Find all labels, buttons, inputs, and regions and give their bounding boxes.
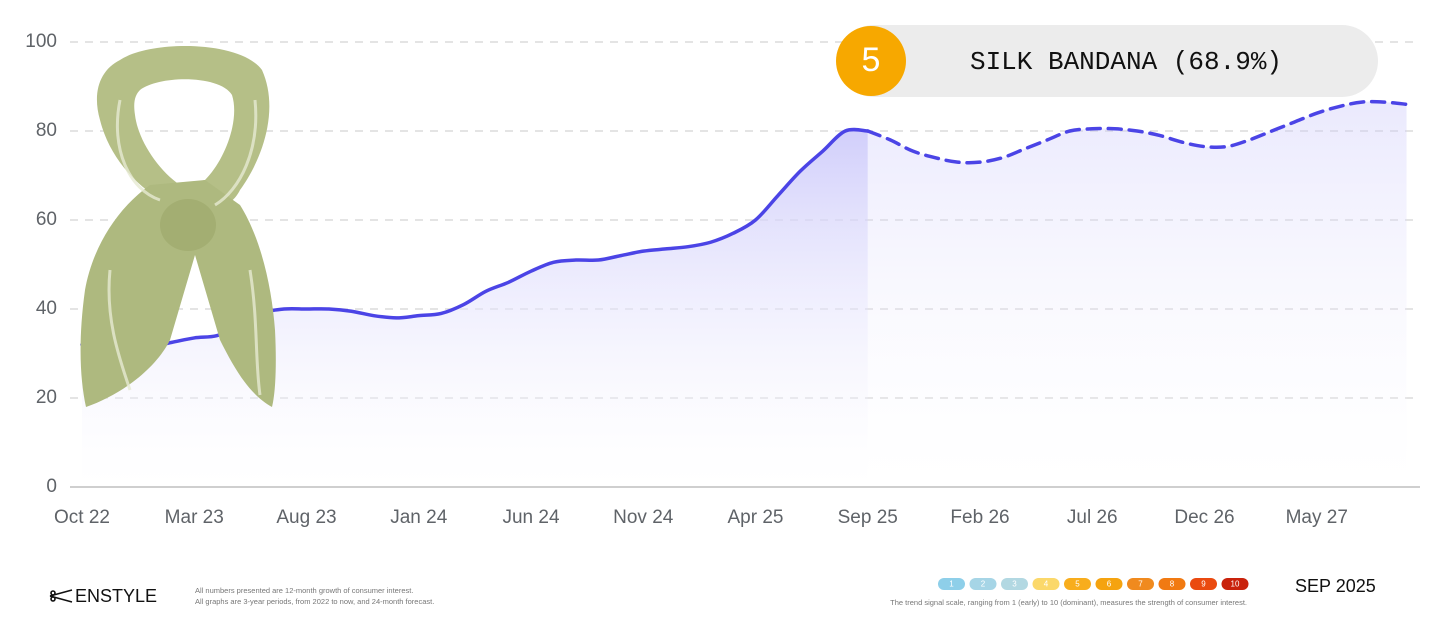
area xyxy=(82,129,868,487)
y-tick-label: 40 xyxy=(36,298,57,319)
scale-chip-label: 7 xyxy=(1138,580,1143,589)
scale-chip xyxy=(1158,578,1186,590)
rank: 5 xyxy=(862,41,881,79)
x-tick-label: Mar 23 xyxy=(165,507,224,528)
note: All graphs are 3-year periods, from 2022… xyxy=(195,597,434,606)
y-tick-label: 80 xyxy=(36,120,57,141)
x-tick-label: Dec 26 xyxy=(1174,507,1234,528)
y-tick-label: 20 xyxy=(36,387,57,408)
scale-chip xyxy=(1190,578,1217,590)
badge xyxy=(838,25,1378,97)
x-tick-label: Feb 26 xyxy=(950,507,1009,528)
x-tick-label: Aug 23 xyxy=(276,507,336,528)
x-tick-label: Jan 24 xyxy=(390,507,447,528)
x-tick-label: Apr 25 xyxy=(728,507,784,528)
x-tick-label: Jul 26 xyxy=(1067,507,1118,528)
area xyxy=(867,101,1407,488)
y-tick-label: 0 xyxy=(46,476,57,497)
rank-circle xyxy=(836,26,906,96)
x-tick-label: May 27 xyxy=(1286,507,1348,528)
badge-label: SILK BANDANA (68.9%) xyxy=(970,47,1282,77)
note: All numbers presented are 12-month growt… xyxy=(195,586,413,595)
scale-chip xyxy=(1032,578,1060,590)
scale-chip xyxy=(969,578,997,590)
scale-chip xyxy=(1221,578,1249,590)
scale-chip-label: 1 xyxy=(949,580,954,589)
scale-chip-label: 9 xyxy=(1201,580,1206,589)
scale-chip xyxy=(1001,578,1028,590)
x-tick-label: Sep 25 xyxy=(838,507,898,528)
scale-chip-label: 4 xyxy=(1044,580,1049,589)
y-tick-label: 60 xyxy=(36,209,57,230)
scale-chip-label: 3 xyxy=(1012,580,1017,589)
x-tick-label: Oct 22 xyxy=(54,507,110,528)
scale-chip-label: 5 xyxy=(1075,580,1080,589)
brand: ENSTYLE xyxy=(75,586,157,606)
y-tick-label: 100 xyxy=(25,31,57,52)
x-tick-label: Nov 24 xyxy=(613,507,674,528)
scale-chip xyxy=(1095,578,1123,590)
scale-caption: The trend signal scale, ranging from 1 (… xyxy=(890,598,1247,607)
scale-chip-label: 6 xyxy=(1107,580,1112,589)
line xyxy=(866,99,1409,165)
scale-chip xyxy=(1127,578,1154,590)
logo-icon xyxy=(49,589,73,603)
scale-chip xyxy=(1064,578,1091,590)
x-tick-label: Jun 24 xyxy=(502,507,559,528)
scale-chip-label: 8 xyxy=(1170,580,1175,589)
scale-chip xyxy=(938,578,965,590)
scale-chip-label: 10 xyxy=(1231,580,1240,589)
product-image xyxy=(80,46,276,407)
line xyxy=(80,127,870,349)
scale-chip-label: 2 xyxy=(981,580,986,589)
date: SEP 2025 xyxy=(1295,576,1376,596)
